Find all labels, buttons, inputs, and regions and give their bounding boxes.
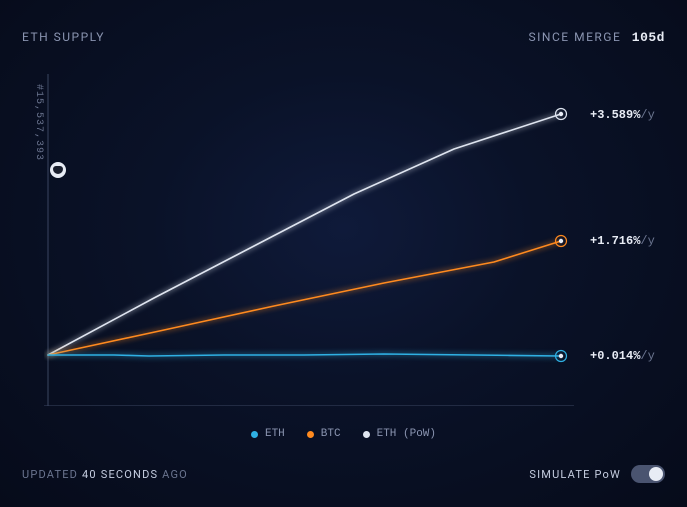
legend-item-btc[interactable]: BTC — [307, 428, 341, 440]
endpoint-dot-eth_pow — [559, 112, 563, 116]
endpoint-dot-eth — [559, 354, 563, 358]
chart-svg — [44, 74, 574, 406]
updated-prefix: UPDATED — [22, 468, 82, 481]
updated-status: UPDATED 40 SECONDS AGO — [22, 468, 188, 481]
end-label-pct-btc: +1.716% — [590, 234, 640, 248]
header: ETH SUPPLY SINCE MERGE 105d — [22, 30, 665, 45]
updated-suffix: AGO — [158, 468, 188, 481]
legend-dot — [363, 431, 370, 438]
simulate-pow-control: SIMULATE PoW — [529, 465, 665, 483]
legend-item-eth-pow-[interactable]: ETH (PoW) — [363, 428, 436, 440]
updated-value: 40 SECONDS — [82, 468, 158, 481]
toggle-knob — [649, 467, 663, 481]
since-merge: SINCE MERGE 105d — [529, 30, 665, 45]
series-line-eth_pow — [48, 114, 561, 355]
series-line-btc — [48, 241, 561, 355]
end-label-pct-eth_pow: +3.589% — [590, 108, 640, 122]
legend-label: ETH (PoW) — [377, 428, 436, 440]
end-label-unit-eth: /y — [640, 349, 654, 363]
endpoint-dot-btc — [559, 239, 563, 243]
legend-item-eth[interactable]: ETH — [251, 428, 285, 440]
end-label-btc: +1.716%/y — [590, 234, 655, 248]
supply-chart — [44, 74, 574, 406]
legend-dot — [251, 431, 258, 438]
footer: UPDATED 40 SECONDS AGO SIMULATE PoW — [22, 465, 665, 483]
legend-dot — [307, 431, 314, 438]
since-merge-label: SINCE MERGE — [529, 30, 622, 44]
legend-label: ETH — [265, 428, 285, 440]
series-line-eth — [48, 354, 561, 356]
end-label-eth: +0.014%/y — [590, 349, 655, 363]
end-label-unit-btc: /y — [640, 234, 654, 248]
simulate-pow-toggle[interactable] — [631, 465, 665, 483]
chart-title: ETH SUPPLY — [22, 30, 105, 44]
legend: ETH BTC ETH (PoW) — [0, 428, 687, 440]
simulate-pow-label: SIMULATE PoW — [529, 468, 621, 481]
end-label-eth_pow: +3.589%/y — [590, 108, 655, 122]
end-label-unit-eth_pow: /y — [640, 108, 654, 122]
block-number-label: #15,537,393 — [33, 84, 44, 161]
since-merge-value: 105d — [632, 30, 665, 45]
legend-label: BTC — [321, 428, 341, 440]
end-label-pct-eth: +0.014% — [590, 349, 640, 363]
